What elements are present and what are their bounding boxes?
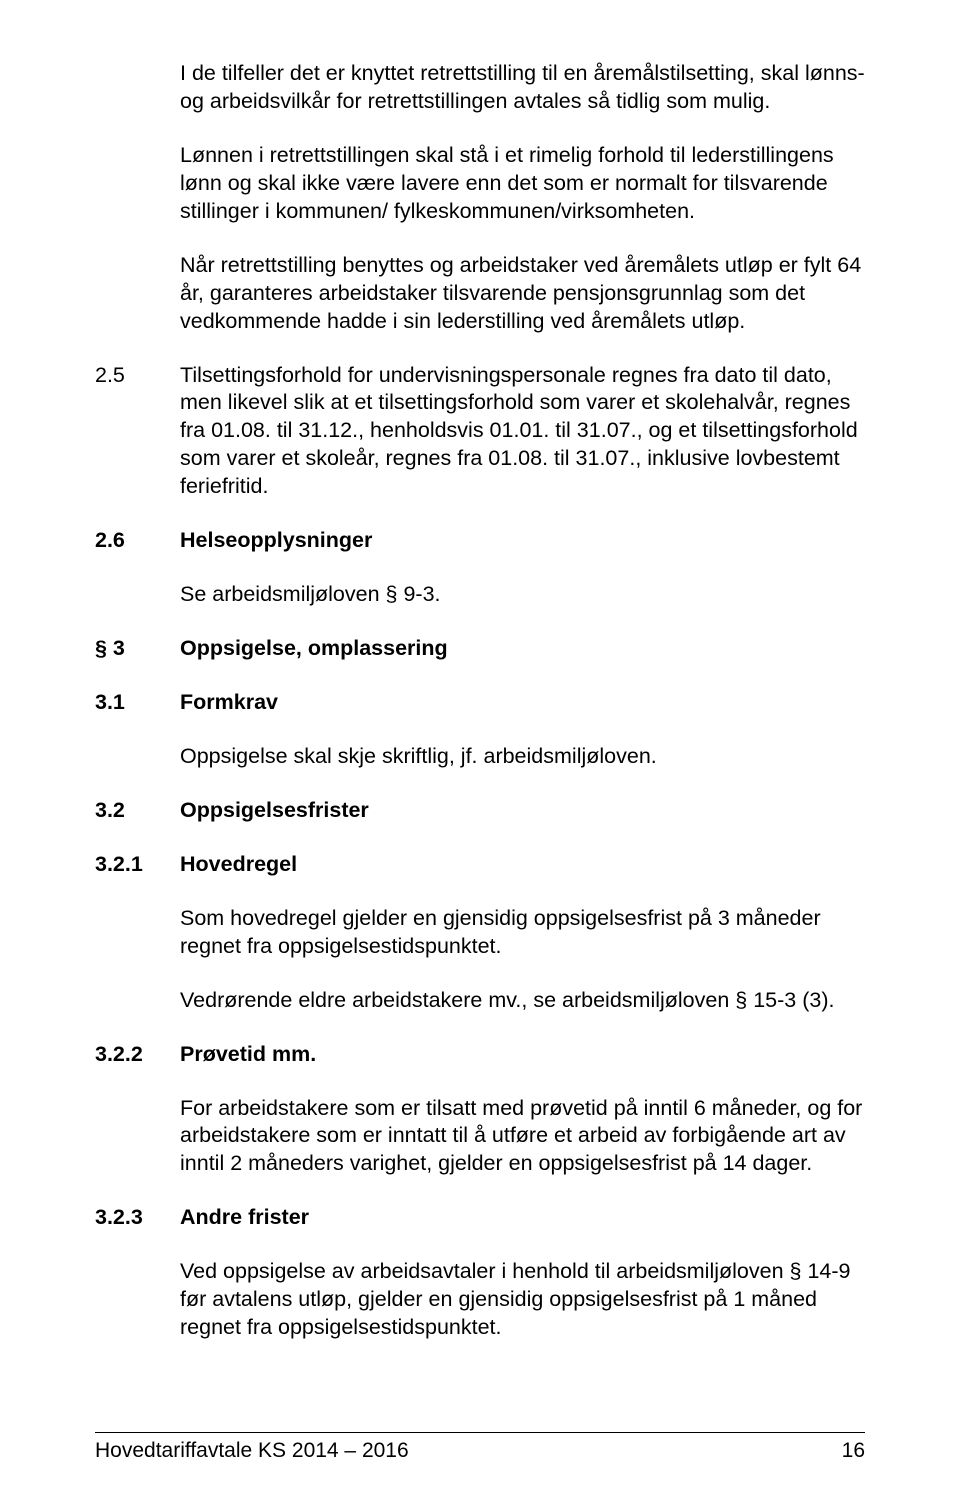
paragraph: Vedrørende eldre arbeidstakere mv., se a… <box>180 987 865 1015</box>
paragraph: Oppsigelse skal skje skriftlig, jf. arbe… <box>180 743 865 771</box>
paragraph: For arbeidstakere som er tilsatt med prø… <box>180 1095 865 1179</box>
section-body: Prøvetid mm. For arbeidstakere som er ti… <box>180 1041 865 1179</box>
section-3-2-2: 3.2.2 Prøvetid mm. For arbeidstakere som… <box>95 1041 865 1179</box>
section-number: 3.2.1 <box>95 851 180 1015</box>
section-number: 3.1 <box>95 689 180 771</box>
section-number: 2.5 <box>95 362 180 502</box>
section-3-2-1: 3.2.1 Hovedregel Som hovedregel gjelder … <box>95 851 865 1015</box>
section-body: Oppsigelse, omplassering <box>180 635 865 663</box>
paragraph: Tilsettingsforhold for undervisningspers… <box>180 362 865 502</box>
section-body: Helseopplysninger Se arbeidsmiljøloven §… <box>180 527 865 609</box>
paragraph: Se arbeidsmiljøloven § 9-3. <box>180 581 865 609</box>
section-body: Formkrav Oppsigelse skal skje skriftlig,… <box>180 689 865 771</box>
footer-title: Hovedtariffavtale KS 2014 – 2016 <box>95 1439 409 1463</box>
section-number: 3.2.2 <box>95 1041 180 1179</box>
section-number: § 3 <box>95 635 180 663</box>
section-number: 3.2.3 <box>95 1204 180 1342</box>
section-body: Hovedregel Som hovedregel gjelder en gje… <box>180 851 865 1015</box>
section-2-5: 2.5 Tilsettingsforhold for undervisnings… <box>95 362 865 502</box>
paragraph: I de tilfeller det er knyttet retrettsti… <box>180 60 865 116</box>
section-number: 2.6 <box>95 527 180 609</box>
paragraph: Hovedregel <box>180 851 865 879</box>
section-2-6: 2.6 Helseopplysninger Se arbeidsmiljølov… <box>95 527 865 609</box>
section-heading: Prøvetid mm. <box>180 1042 316 1066</box>
section-3-2: 3.2 Oppsigelsesfrister <box>95 797 865 825</box>
page-number: 16 <box>842 1439 865 1463</box>
section-heading: Formkrav <box>180 689 865 717</box>
section-heading: Andre frister <box>180 1205 309 1229</box>
section-3-2-3: 3.2.3 Andre frister Ved oppsigelse av ar… <box>95 1204 865 1342</box>
paragraph: Andre frister <box>180 1204 865 1232</box>
page-footer: Hovedtariffavtale KS 2014 – 2016 16 <box>95 1432 865 1463</box>
paragraph: Prøvetid mm. <box>180 1041 865 1069</box>
section-body: Oppsigelsesfrister <box>180 797 865 825</box>
document-content: I de tilfeller det er knyttet retrettsti… <box>95 60 865 1342</box>
section-number: 3.2 <box>95 797 180 825</box>
section-heading: Oppsigelse, omplassering <box>180 635 865 663</box>
section-heading: Helseopplysninger <box>180 527 865 555</box>
section-body: Tilsettingsforhold for undervisningspers… <box>180 362 865 502</box>
paragraph: Som hovedregel gjelder en gjensidig opps… <box>180 905 865 961</box>
paragraph: Når retrettstilling benyttes og arbeidst… <box>180 252 865 336</box>
section-3-1: 3.1 Formkrav Oppsigelse skal skje skrift… <box>95 689 865 771</box>
section-body: Andre frister Ved oppsigelse av arbeidsa… <box>180 1204 865 1342</box>
section-heading: Hovedregel <box>180 852 297 876</box>
paragraph: Lønnen i retrettstillingen skal stå i et… <box>180 142 865 226</box>
document-page: I de tilfeller det er knyttet retrettsti… <box>0 0 960 1501</box>
section-3: § 3 Oppsigelse, omplassering <box>95 635 865 663</box>
paragraph: Ved oppsigelse av arbeidsavtaler i henho… <box>180 1258 865 1342</box>
section-heading: Oppsigelsesfrister <box>180 797 865 825</box>
